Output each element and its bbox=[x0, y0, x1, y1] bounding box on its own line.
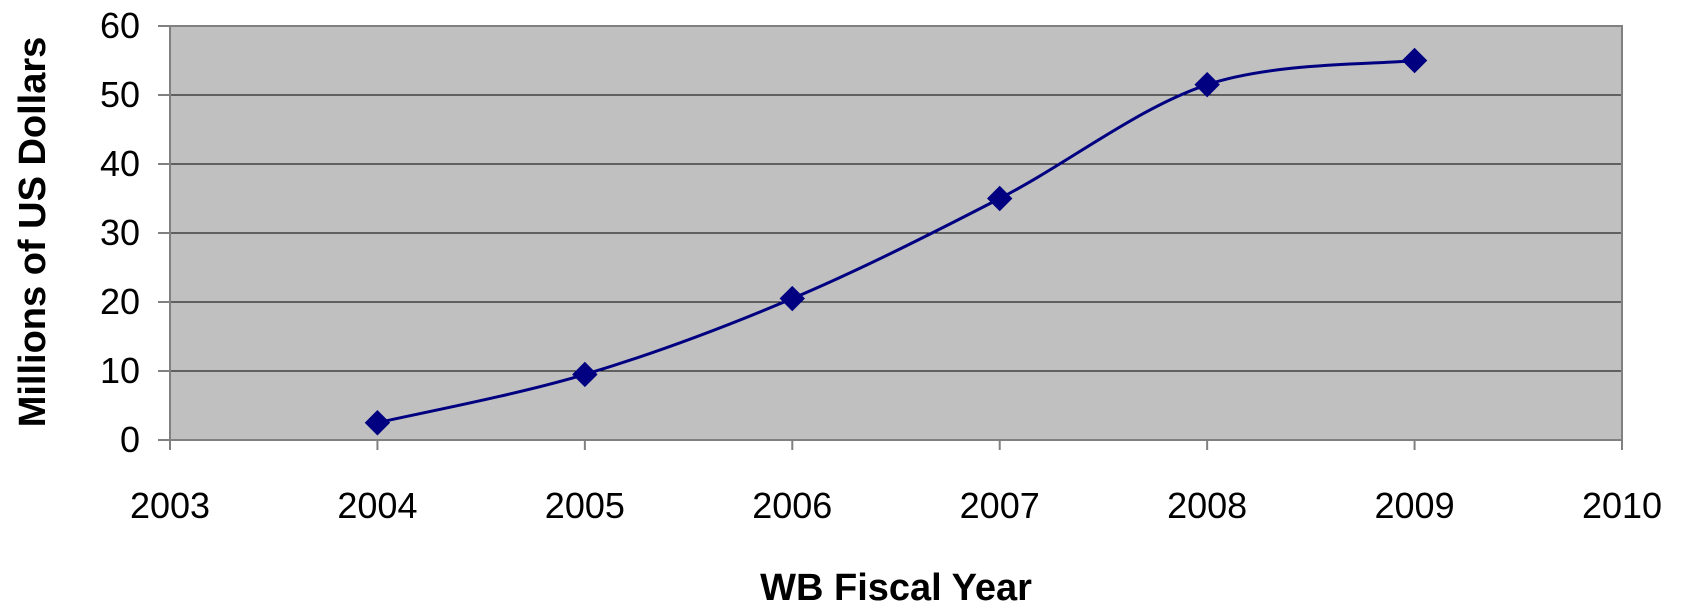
y-tick-label: 60 bbox=[100, 5, 140, 46]
data-point bbox=[1194, 71, 1220, 98]
data-markers bbox=[364, 47, 1428, 436]
x-tick-label: 2006 bbox=[752, 485, 832, 526]
data-point bbox=[1401, 47, 1428, 74]
y-axis-title: Millions of US Dollars bbox=[12, 37, 54, 428]
gridlines bbox=[170, 94, 1622, 372]
x-axis: 2003 2004 2005 2006 2007 2008 2009 2010 bbox=[130, 440, 1662, 526]
y-tick-label: 40 bbox=[100, 143, 140, 184]
y-axis: 0 10 20 30 40 50 60 bbox=[100, 5, 170, 460]
data-point bbox=[779, 285, 805, 312]
y-tick-label: 10 bbox=[100, 350, 140, 391]
x-axis-title: WB Fiscal Year bbox=[760, 567, 1032, 608]
data-point bbox=[572, 361, 598, 388]
x-tick-label: 2007 bbox=[960, 485, 1040, 526]
x-tick-label: 2008 bbox=[1167, 485, 1247, 526]
data-point bbox=[364, 410, 391, 436]
y-tick-label: 50 bbox=[100, 74, 140, 115]
x-tick-label: 2005 bbox=[545, 485, 625, 526]
y-tick-label: 30 bbox=[100, 212, 140, 253]
y-tick-label: 0 bbox=[120, 419, 140, 460]
x-tick-label: 2010 bbox=[1582, 485, 1662, 526]
x-tick-label: 2003 bbox=[130, 485, 210, 526]
y-tick-label: 20 bbox=[100, 281, 140, 322]
x-tick-label: 2009 bbox=[1375, 485, 1455, 526]
series-line bbox=[377, 59, 1415, 425]
x-tick-label: 2004 bbox=[337, 485, 417, 526]
data-point bbox=[987, 185, 1013, 212]
